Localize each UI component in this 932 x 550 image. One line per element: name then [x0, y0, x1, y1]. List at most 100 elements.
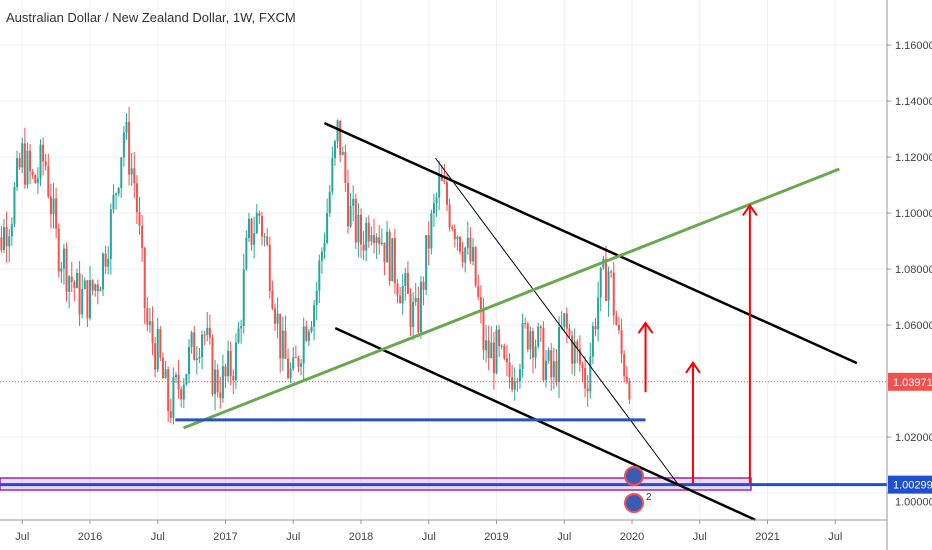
- candle-body: [610, 271, 613, 273]
- candle-body: [120, 157, 123, 189]
- candle-body: [318, 260, 321, 291]
- candle-body: [214, 369, 217, 395]
- x-tick-label: Jul: [151, 531, 165, 543]
- x-tick-label: 2018: [349, 531, 373, 543]
- candle-body: [29, 150, 32, 172]
- current-price-label: 1.03971: [893, 377, 932, 389]
- candle-body: [263, 236, 266, 238]
- candle-body: [612, 272, 615, 316]
- candle-body: [422, 281, 425, 290]
- y-tick-label: 1.08000: [895, 264, 932, 276]
- candle-body: [581, 364, 584, 369]
- event-flag-icon: [624, 493, 644, 513]
- candle-body: [589, 356, 592, 392]
- candle-body: [550, 350, 553, 378]
- candle-body: [34, 175, 37, 184]
- red-arrow-head: [637, 321, 654, 334]
- candle-body: [615, 315, 618, 325]
- candle-body: [529, 331, 532, 350]
- candle-body: [336, 120, 339, 142]
- candle-body: [537, 326, 540, 347]
- candle-body: [268, 244, 271, 291]
- candle-body: [190, 332, 193, 347]
- candle-body: [357, 214, 360, 243]
- candle-body: [91, 280, 94, 291]
- candle-body: [373, 235, 376, 244]
- candle-body: [180, 389, 183, 400]
- candle-body: [456, 237, 459, 240]
- candle-body: [487, 340, 490, 359]
- candle-body: [300, 363, 303, 367]
- x-tick-label: Jul: [286, 531, 300, 543]
- candle-body: [156, 328, 159, 370]
- event-count-badge: 2: [646, 492, 652, 503]
- candle-body: [563, 313, 566, 327]
- candle-body: [500, 345, 503, 347]
- candle-body: [10, 224, 13, 237]
- candle-body: [628, 381, 631, 400]
- candle-body: [302, 326, 305, 364]
- candle-body: [599, 267, 602, 298]
- candle-body: [451, 227, 454, 230]
- candle-body: [151, 321, 154, 344]
- candle-body: [396, 283, 399, 296]
- candle-body: [443, 180, 446, 183]
- candle-body: [370, 235, 373, 242]
- candle-body: [3, 227, 6, 251]
- candle-body: [161, 357, 164, 379]
- candle-body: [89, 280, 91, 319]
- candle-body: [617, 324, 620, 331]
- candle-body: [135, 183, 138, 213]
- candle-body: [406, 272, 409, 294]
- candle-body: [427, 235, 430, 249]
- candle-body: [516, 381, 519, 383]
- candle-body: [107, 258, 110, 267]
- candle-body: [255, 213, 258, 234]
- candle-body: [513, 381, 516, 390]
- candle-body: [445, 182, 448, 205]
- x-tick-label: 2019: [484, 531, 508, 543]
- candle-body: [346, 182, 349, 227]
- candle-body: [333, 141, 336, 159]
- candle-body: [81, 288, 84, 315]
- candle-body: [49, 196, 52, 215]
- candle-body: [620, 330, 623, 355]
- candle-body: [52, 198, 55, 215]
- candle-body: [388, 231, 391, 282]
- candle-body: [459, 237, 462, 252]
- candle-body: [573, 341, 576, 364]
- candle-body: [44, 161, 47, 167]
- candle-body: [534, 346, 537, 358]
- candle-body: [518, 368, 521, 382]
- candle-body: [435, 197, 438, 204]
- candle-body: [247, 218, 250, 238]
- candle-body: [297, 357, 300, 367]
- candle-body: [352, 198, 355, 206]
- candle-body: [104, 253, 107, 267]
- candle-body: [542, 328, 545, 381]
- candle-body: [531, 331, 534, 358]
- candle-body: [414, 297, 417, 303]
- candle-body: [201, 334, 204, 357]
- candle-body: [289, 368, 292, 379]
- candle-body: [409, 293, 412, 328]
- candle-body: [109, 209, 112, 259]
- candle-body: [242, 269, 245, 327]
- candle-body: [198, 356, 201, 359]
- candle-body: [365, 222, 368, 251]
- y-tick-label: 1.12000: [895, 152, 932, 164]
- candle-body: [440, 174, 443, 181]
- x-tick-label: Jul: [557, 531, 571, 543]
- candle-body: [323, 242, 326, 252]
- candle-body: [313, 305, 316, 327]
- candle-body: [94, 284, 97, 291]
- candle-body: [380, 242, 383, 245]
- candle-body: [203, 334, 206, 336]
- candle-body: [16, 158, 19, 188]
- candle-body: [227, 350, 230, 377]
- candle-body: [430, 213, 433, 249]
- candle-body: [401, 285, 404, 304]
- candle-body: [503, 345, 506, 359]
- candle-body: [211, 337, 214, 395]
